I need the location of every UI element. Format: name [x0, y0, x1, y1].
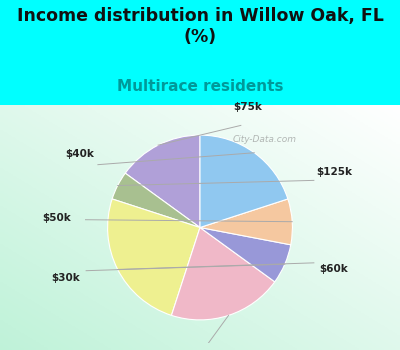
Wedge shape	[125, 135, 200, 228]
Text: City-Data.com: City-Data.com	[233, 135, 297, 144]
Text: Multirace residents: Multirace residents	[117, 79, 283, 93]
Text: $60k: $60k	[320, 264, 348, 274]
Wedge shape	[112, 173, 200, 228]
Text: $40k: $40k	[66, 149, 94, 159]
Wedge shape	[200, 228, 291, 282]
Wedge shape	[200, 199, 292, 245]
Wedge shape	[200, 135, 288, 228]
Text: $75k: $75k	[234, 103, 262, 112]
Text: $50k: $50k	[42, 213, 71, 223]
Wedge shape	[172, 228, 275, 320]
Text: $125k: $125k	[316, 167, 352, 177]
Wedge shape	[108, 199, 200, 315]
Text: Income distribution in Willow Oak, FL
(%): Income distribution in Willow Oak, FL (%…	[16, 7, 384, 46]
Text: $30k: $30k	[52, 273, 80, 283]
